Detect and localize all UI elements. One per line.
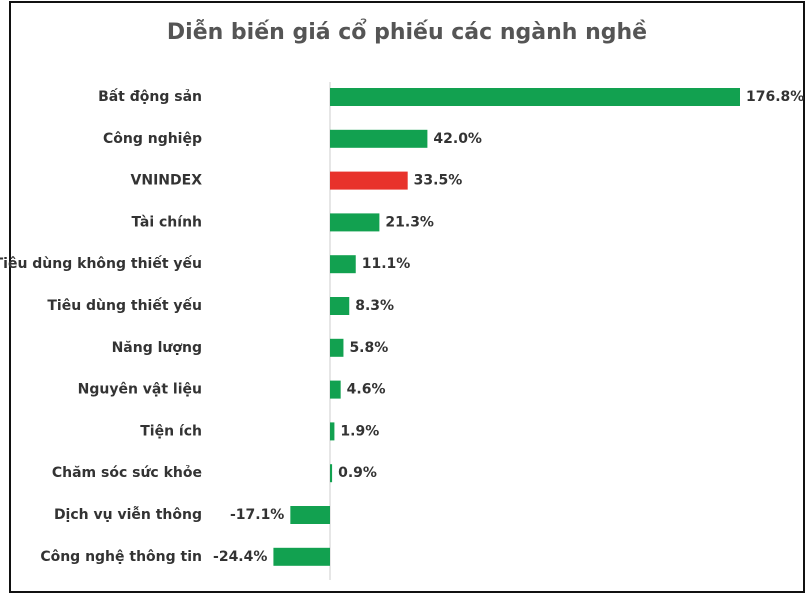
bar: [330, 297, 350, 315]
bar: [330, 255, 356, 274]
y-tick-label: Chăm sóc sức khỏe: [52, 465, 202, 481]
value-label: 5.8%: [349, 340, 388, 356]
value-label: 176.8%: [746, 89, 804, 105]
bar: [330, 464, 333, 483]
y-tick-label: Năng lượng: [112, 340, 202, 356]
y-tick-label: Tiêu dùng thiết yếu: [47, 297, 202, 314]
bar: [330, 129, 428, 148]
bar: [330, 380, 341, 399]
bar: [330, 88, 740, 106]
value-label: 42.0%: [433, 131, 482, 147]
y-tick-label: Tiện ích: [140, 423, 202, 439]
y-tick-label: Công nghệ thông tin: [40, 549, 202, 565]
bar: [330, 338, 344, 357]
bar: [330, 213, 380, 232]
y-tick-label: Tài chính: [131, 214, 202, 230]
value-label: -24.4%: [213, 549, 267, 565]
value-label: 0.9%: [338, 465, 377, 481]
value-label: 4.6%: [347, 382, 386, 398]
y-tick-label: VNINDEX: [131, 173, 203, 189]
bar: [330, 171, 408, 190]
y-tick-label: Bất động sản: [98, 88, 202, 105]
y-tick-label: Dịch vụ viễn thông: [54, 506, 202, 523]
bar: [330, 422, 335, 441]
y-tick-label: Tiêu dùng không thiết yếu: [0, 255, 202, 272]
value-label: 33.5%: [414, 173, 463, 189]
chart-title: Diễn biến giá cổ phiếu các ngành nghề: [167, 19, 647, 45]
value-label: 21.3%: [385, 214, 434, 230]
y-tick-label: Nguyên vật liệu: [78, 382, 202, 398]
bar: [273, 547, 330, 566]
value-label: 8.3%: [355, 298, 394, 314]
value-label: 11.1%: [362, 256, 411, 272]
bar: [290, 506, 330, 524]
y-tick-label: Công nghiệp: [103, 131, 202, 147]
value-label: -17.1%: [230, 507, 284, 523]
value-label: 1.9%: [340, 423, 379, 439]
